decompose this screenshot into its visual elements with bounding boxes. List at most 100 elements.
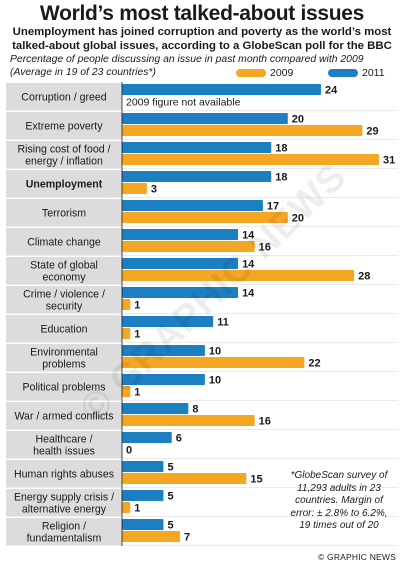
bar-2011 [122,490,164,501]
category-label-bg [6,257,122,284]
data-label-2011: 10 [209,346,221,358]
category-label: Environmental [30,347,98,359]
bar-2009 [122,125,363,136]
footnote: *GlobeScan survey of 11,293 adults in 23… [290,470,388,531]
bar-2009 [122,473,247,484]
data-label-2011: 6 [176,433,182,445]
data-label-2009: 1 [134,503,140,515]
data-label-2011: 17 [267,201,279,213]
category-label: Religion / [42,521,86,533]
bar-2009 [122,415,255,426]
bar-2009 [122,241,255,252]
category-label-bg [6,518,122,545]
bar-2009 [122,531,181,542]
bar-2011 [122,229,239,240]
bar-2011 [122,374,205,385]
note-line-1: Percentage of people discussing an issue… [10,54,364,65]
legend-label-2011: 2011 [362,67,385,79]
category-label: fundamentalism [27,533,102,545]
chart-subtitle: Unemployment has joined corruption and p… [12,26,392,52]
data-label-2011: 14 [242,288,255,300]
data-label-2009: 22 [308,358,320,370]
category-label: alternative energy [22,504,107,516]
bar-2011 [122,461,164,472]
data-label-2011: 5 [167,491,173,503]
category-label-bg [6,83,122,110]
bar-2011 [122,316,214,327]
category-label-bg [6,489,122,516]
data-label-2011: 18 [275,172,287,184]
data-label-2009: 1 [134,387,140,399]
category-label-bg [6,431,122,458]
category-label-bg [6,460,122,487]
category-label: security [46,301,83,313]
data-label-2011: 18 [275,143,287,155]
category-label: Corruption / greed [21,92,106,104]
category-label: War / armed conflicts [14,411,113,423]
legend-swatch-2011 [328,69,358,77]
data-label-2009: 28 [358,271,370,283]
category-label-bg [6,228,122,255]
data-label-2009: 31 [383,155,395,167]
data-label-2011: 5 [167,520,173,532]
bar-2011 [122,171,272,182]
category-label: health issues [33,446,95,458]
category-label: Climate change [27,237,101,249]
data-label-2011: 20 [292,114,304,126]
category-label: Education [40,324,87,336]
category-label: Unemployment [26,179,103,191]
credit: © GRAPHIC NEWS [317,552,396,562]
data-label-2009: 20 [292,213,304,225]
data-label-2009: 16 [259,416,271,428]
bar-2011 [122,258,239,269]
category-label: Crime / violence / [23,289,105,301]
data-label-2011: 14 [242,230,255,242]
bar-2009 [122,212,288,223]
data-label-2009: 1 [134,329,140,341]
annotation-not-available: 2009 figure not available [126,97,241,109]
data-label-2011: 8 [192,404,198,416]
chart-title: World’s most talked-about issues [39,2,365,25]
legend-swatch-2009 [236,69,266,77]
category-label-bg [6,286,122,313]
category-label-bg [6,141,122,168]
category-label-bg [6,344,122,371]
data-label-2011: 24 [325,85,338,97]
category-label: Rising cost of food / [17,144,110,156]
bar-2011 [122,519,164,530]
legend-item-2009: 2009 [236,67,293,79]
legend-item-2011: 2011 [328,67,385,79]
bar-2009 [122,270,355,281]
category-label: State of global [30,260,98,272]
category-label: economy [43,272,87,284]
bar-2011 [122,432,172,443]
bar-2011 [122,403,189,414]
data-label-2009: 7 [184,532,190,544]
category-label-bg [6,199,122,226]
data-label-2011: 11 [217,317,229,329]
data-label-2009: 16 [259,242,271,254]
legend-label-2009: 2009 [270,67,294,79]
bar-2009 [122,357,305,368]
category-label-bg [6,373,122,400]
data-label-2011: 5 [167,462,173,474]
bar-2011 [122,84,321,95]
category-label: Political problems [22,382,105,394]
category-label: Terrorism [42,208,86,220]
category-label-bg [6,112,122,139]
category-label-bg [6,315,122,342]
data-label-2009: 0 [126,445,132,457]
category-label-bg [6,170,122,197]
category-label: Extreme poverty [25,121,103,133]
bar-2011 [122,142,272,153]
bar-2009 [122,386,131,397]
note-line-2: (Average in 19 of 23 countries*) [10,66,156,78]
bar-2009 [122,328,131,339]
data-label-2009: 15 [250,474,262,486]
bar-2011 [122,287,239,298]
bar-2011 [122,345,205,356]
data-label-2011: 14 [242,259,255,271]
bar-2009 [122,502,131,513]
category-label: energy / inflation [25,156,103,168]
